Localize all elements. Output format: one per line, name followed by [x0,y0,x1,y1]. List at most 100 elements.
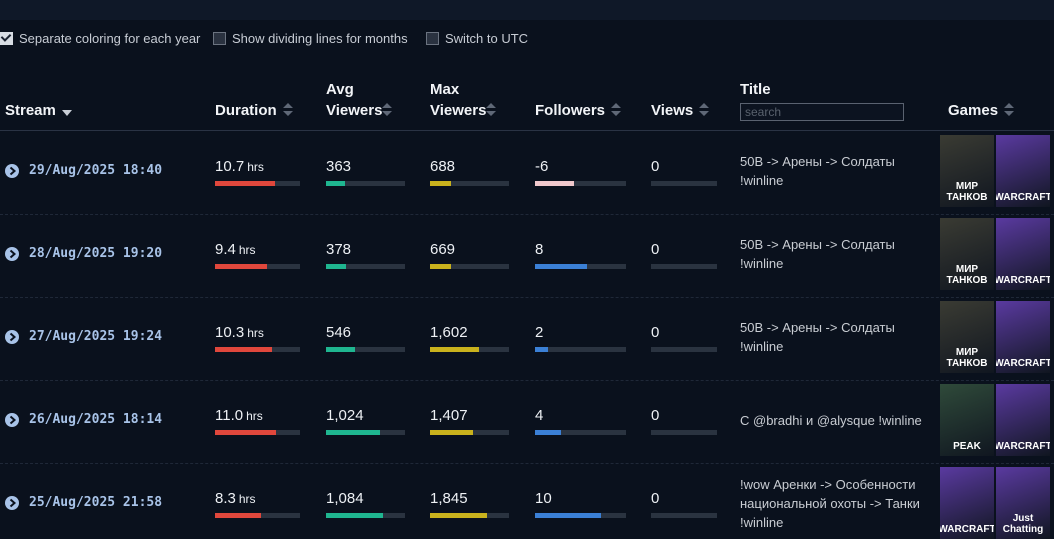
column-header-text: Stream [5,102,56,119]
option[interactable]: Separate coloring for each year [0,31,200,47]
play-arrow [9,498,17,508]
stream-date[interactable]: 26/Aug/2025 18:14 [29,412,163,427]
value: 1,024 [326,407,364,424]
game-tile[interactable]: МИР ТАНКОВ [940,218,994,290]
cell-value: 0 [651,324,659,341]
game-tile[interactable]: МИР ТАНКОВ [940,301,994,373]
play-icon[interactable] [5,330,19,344]
column-header-text: Max Viewers [430,81,487,119]
cell-value: 1,084 [326,490,364,507]
bar [535,264,588,269]
sort-arrows [1004,102,1015,116]
option[interactable]: Show dividing lines for months [213,31,408,47]
value: 378 [326,241,352,258]
value: 1,845 [430,490,468,507]
cell-value: 0 [651,241,659,258]
sort-icon[interactable] [282,101,293,122]
play-icon[interactable] [5,164,19,178]
sort-icon[interactable] [1004,101,1015,122]
column-header-text: Followers [535,102,606,119]
sort-icon[interactable] [486,101,496,122]
bar [215,513,262,518]
sort-arrows [382,102,392,116]
bar-track [326,181,405,186]
sort-desc-icon[interactable] [61,101,72,122]
bar [430,430,474,435]
value: 0 [651,490,660,507]
checkbox[interactable] [213,32,226,45]
checkbox[interactable] [0,31,13,45]
game-tile[interactable]: WARCRAFT [996,218,1050,290]
cell-value: 1,024 [326,407,364,424]
value: 546 [326,324,352,341]
cell-value: 378 [326,241,351,258]
stream-date[interactable]: 25/Aug/2025 21:58 [29,495,163,510]
bar [215,181,275,186]
value: 0 [651,407,660,424]
row-divider [0,214,1054,215]
bar-track [215,264,300,269]
sort-icon[interactable] [382,101,392,122]
stream-date[interactable]: 28/Aug/2025 19:20 [29,246,163,261]
play-icon[interactable] [5,413,19,427]
search-input[interactable]: search [740,103,904,121]
sort-arrows [611,102,622,116]
value: 1,407 [430,407,468,424]
bar [535,181,575,186]
bar-track [535,264,626,269]
column-header[interactable]: Views [651,100,711,122]
game-tile[interactable]: МИР ТАНКОВ [940,135,994,207]
stream-title: 50B -> Арены -> Солдаты !winline [740,320,895,354]
cell-value: 10 [535,490,552,507]
bar-track [535,513,626,518]
bar-track [651,430,717,435]
bar-track [215,347,300,352]
game-tile[interactable]: WARCRAFT [940,467,994,539]
row-divider [0,380,1054,381]
stream-title: С @bradhi и @alysque !winline [740,412,922,428]
column-header[interactable]: Max Viewers [430,79,500,122]
column-header[interactable]: Stream [5,100,195,122]
sort-icon[interactable] [699,101,710,122]
bar-track [535,430,626,435]
bar-track [326,264,405,269]
bar-track [215,513,300,518]
check-mark [0,31,12,42]
play-icon[interactable] [5,247,19,261]
option-label: Switch to UTC [445,31,529,46]
column-header[interactable]: Followers [535,100,635,122]
bar-track [215,181,300,186]
column-header: Title [740,79,920,100]
checkbox[interactable] [426,32,439,45]
bar-track [326,347,405,352]
game-tile[interactable]: WARCRAFT [996,301,1050,373]
sort-arrows [486,102,496,116]
cell-value: 10.3 hrs [215,324,264,341]
bar-track [430,181,509,186]
value: 688 [430,158,456,175]
cell-value: 9.4 hrs [215,241,256,258]
sort-icon[interactable] [611,101,622,122]
stream-date[interactable]: 29/Aug/2025 18:40 [29,163,163,178]
game-tile[interactable]: WARCRAFT [996,135,1050,207]
column-header[interactable]: Games [948,100,1048,122]
value: 10.3 [215,324,245,341]
option[interactable]: Switch to UTC [426,31,528,47]
game-tile[interactable]: WARCRAFT [996,384,1050,456]
stream-date[interactable]: 27/Aug/2025 19:24 [29,329,163,344]
bar [535,430,562,435]
option-label: Separate coloring for each year [19,31,201,46]
value: 4 [535,407,544,424]
unit: hrs [238,492,256,506]
game-tile[interactable]: Just Chatting [996,467,1050,539]
stream-title: !wow Аренки -> Особенности национальной … [740,476,920,530]
game-tile[interactable]: PEAK [940,384,994,456]
bar-track [326,513,405,518]
play-icon[interactable] [5,496,19,510]
column-header[interactable]: Avg Viewers [326,79,396,122]
play-arrow [9,415,17,425]
column-header[interactable]: Duration [215,100,315,122]
bar-track [535,347,626,352]
value: 8 [535,241,544,258]
